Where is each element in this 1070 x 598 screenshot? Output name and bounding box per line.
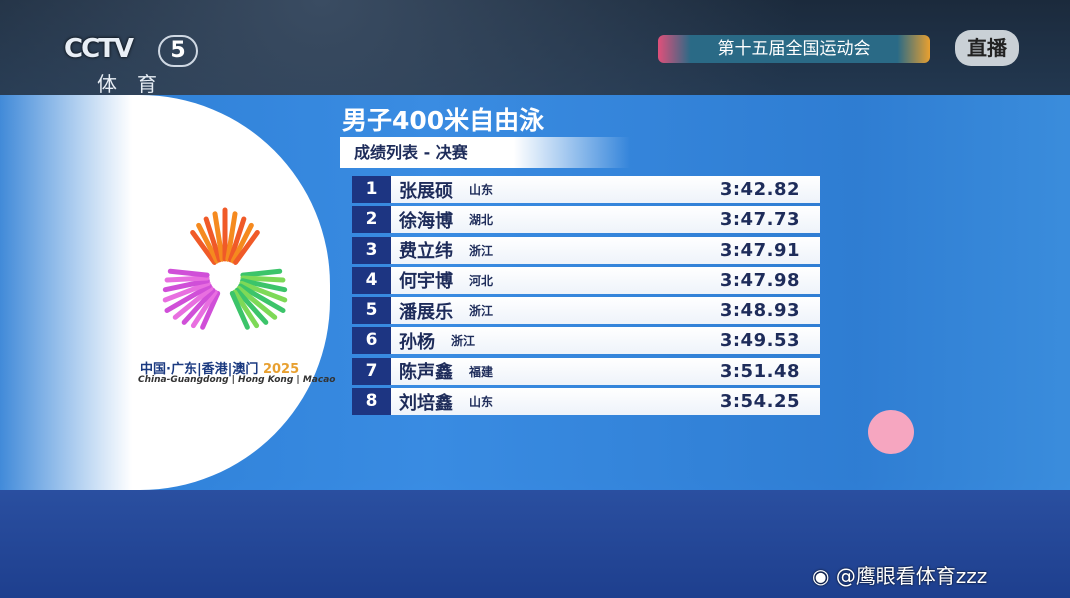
result-row: 6 孙杨 浙江 3:49.53 xyxy=(352,327,820,355)
finish-time: 3:47.73 xyxy=(719,209,800,231)
petal xyxy=(240,268,283,278)
weibo-icon: ◉ xyxy=(812,564,830,588)
petal xyxy=(236,285,278,320)
finish-time: 3:42.82 xyxy=(719,179,800,200)
athlete-name: 孙杨 xyxy=(399,331,435,353)
petal xyxy=(238,283,286,313)
petal xyxy=(212,211,225,262)
athlete-name: 陈声鑫 xyxy=(399,362,453,384)
province: 福建 xyxy=(469,364,494,379)
rank: 1 xyxy=(352,176,391,203)
games-logo-name: 中国·广东|香港|澳门 2025 xyxy=(140,362,300,377)
result-row: 4 何宇博 河北 3:47.98 xyxy=(352,266,820,294)
petal xyxy=(190,230,217,265)
games-flower-logo-icon xyxy=(162,207,288,330)
result-row: 8 刘培鑫 山东 3:54.25 xyxy=(352,388,820,416)
petal xyxy=(196,222,220,264)
result-row: 2 徐海博 湖北 3:47.73 xyxy=(352,206,820,234)
finish-time: 3:48.93 xyxy=(719,300,800,322)
event-banner: 第十五届全国运动会 xyxy=(658,35,930,63)
petal xyxy=(200,290,221,330)
petal xyxy=(164,283,212,313)
rank: 3 xyxy=(352,236,391,264)
rank: 8 xyxy=(352,388,391,416)
result-row: 3 费立纬 浙江 3:47.91 xyxy=(352,236,820,264)
petal xyxy=(234,287,269,325)
province: 河北 xyxy=(469,273,494,288)
petal xyxy=(240,275,286,283)
channel-number: 5 xyxy=(158,35,198,67)
finish-time: 3:54.25 xyxy=(719,391,800,413)
province: 山东 xyxy=(469,395,494,410)
athlete-name: 张展硕 xyxy=(399,180,453,202)
petal xyxy=(162,278,210,293)
petal xyxy=(239,280,288,303)
petal xyxy=(167,268,210,278)
petal xyxy=(225,211,238,262)
watermark: ◉ @鹰眼看体育zzz xyxy=(812,564,988,588)
finish-time: 3:47.91 xyxy=(719,239,800,261)
rank: 7 xyxy=(352,357,391,385)
mascot-icon xyxy=(868,410,914,454)
finish-time: 3:49.53 xyxy=(719,330,800,352)
result-row: 5 潘展乐 浙江 3:48.93 xyxy=(352,297,820,325)
province: 浙江 xyxy=(469,243,494,258)
games-logo-english: China-Guangdong | Hong Kong | Macao xyxy=(138,375,336,385)
petal xyxy=(164,275,210,283)
province: 浙江 xyxy=(469,304,494,319)
games-logo-area xyxy=(0,95,330,490)
petal xyxy=(203,216,222,263)
province: 浙江 xyxy=(451,334,476,349)
athlete-name: 刘培鑫 xyxy=(399,392,453,414)
results-table: 1 张展硕 山东 3:42.82 2 徐海博 湖北 3:47.73 3 费立纬 浙江 3:47.91 4… xyxy=(352,176,820,418)
athlete-name: 何宇博 xyxy=(399,271,453,293)
results-subtitle: 成绩列表 - 决赛 xyxy=(340,137,630,168)
petal xyxy=(162,280,211,303)
petal xyxy=(190,289,218,329)
result-row: 1 张展硕 山东 3:42.82 xyxy=(352,176,820,203)
rank: 5 xyxy=(352,297,391,325)
rank: 4 xyxy=(352,266,391,294)
athlete-name: 费立纬 xyxy=(399,241,453,263)
petal xyxy=(228,216,247,263)
finish-time: 3:47.98 xyxy=(719,269,800,291)
result-row: 7 陈声鑫 福建 3:51.48 xyxy=(352,357,820,385)
petal xyxy=(181,287,216,325)
channel-logo: CCTV xyxy=(64,34,134,64)
event-title: 男子400米自由泳 xyxy=(342,106,545,135)
athlete-name: 徐海博 xyxy=(399,210,453,232)
channel-name: 体育 xyxy=(97,72,177,96)
province: 湖北 xyxy=(469,213,494,228)
live-badge: 直播 xyxy=(955,30,1019,66)
province: 山东 xyxy=(469,183,494,197)
petal xyxy=(172,285,214,320)
rank: 6 xyxy=(352,327,391,355)
finish-time: 3:51.48 xyxy=(719,360,800,382)
rank: 2 xyxy=(352,206,391,234)
athlete-name: 潘展乐 xyxy=(399,301,453,323)
petal xyxy=(230,222,254,264)
petal xyxy=(229,290,250,330)
petal xyxy=(232,289,260,329)
petal xyxy=(240,278,288,293)
petal xyxy=(233,230,260,265)
